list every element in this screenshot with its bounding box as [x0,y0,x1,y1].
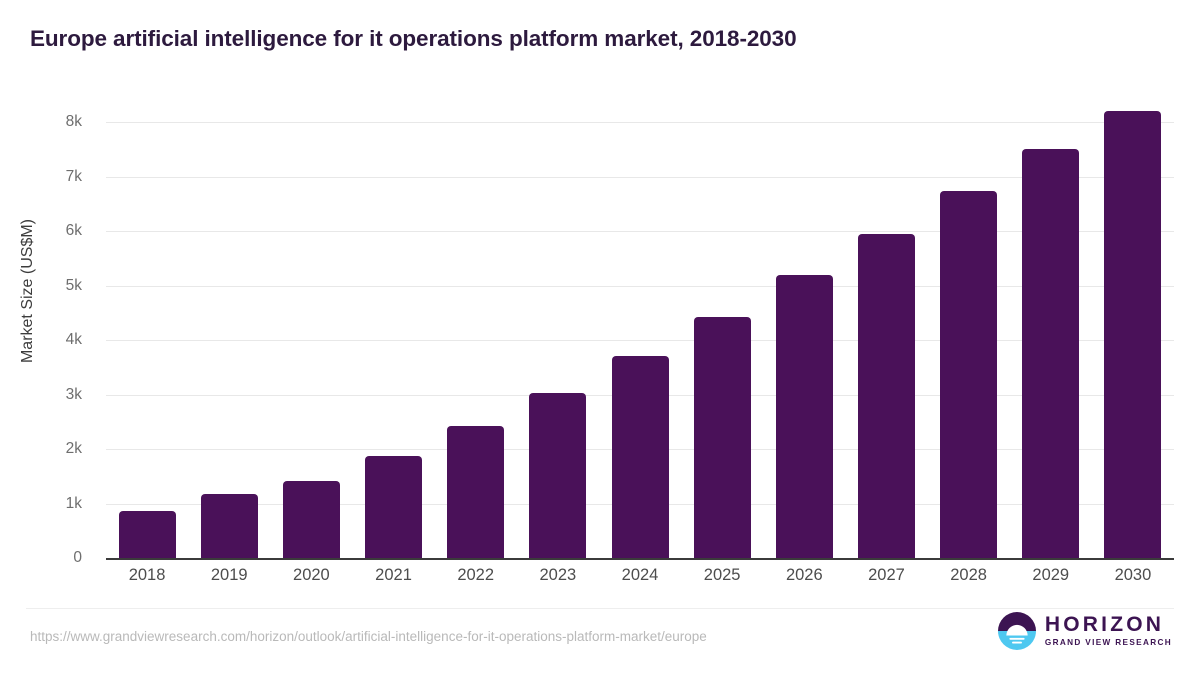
x-axis-tick-2027: 2027 [868,566,905,584]
x-axis-tick-2021: 2021 [375,566,412,584]
bar-2025[interactable] [693,317,751,558]
bar-2019[interactable] [200,493,258,558]
bar-2022[interactable] [447,426,505,558]
y-axis-tick: 0 [73,549,82,566]
logo-wordmark: HORIZON [1044,613,1165,637]
y-axis-tick: 2k [65,440,82,457]
bar-2026[interactable] [775,275,833,558]
y-axis-tick-labels: 0 1k 2k 3k 4k 5k 6k 7k 8k [0,113,96,566]
x-axis-tick-labels: 2018 2019 2020 2021 2022 2023 2024 2025 2026 2027… [106,566,1174,596]
bar-2028[interactable] [940,191,998,558]
x-axis-tick-2029: 2029 [1032,566,1070,584]
y-axis-tick: 6k [65,222,82,239]
gridline [106,231,1174,232]
bar-2020[interactable] [282,480,340,558]
x-axis-tick-2025: 2025 [703,566,741,584]
gridline [106,340,1174,341]
x-axis-tick-2018: 2018 [128,566,166,584]
x-axis-tick-2028: 2028 [950,566,987,584]
horizon-logo-text: HORIZON GRAND VIEW RESEARCH [1045,614,1172,647]
gridline [106,122,1174,123]
bar-2029[interactable] [1022,149,1080,558]
x-axis-tick-2030: 2030 [1114,566,1152,584]
bar-series [106,111,1174,558]
gridline [106,176,1174,178]
bar-2024[interactable] [611,356,669,558]
logo-tagline: GRAND VIEW RESEARCH [1044,638,1172,648]
x-axis-line [106,558,1174,560]
y-axis-tick: 1k [65,494,82,512]
y-axis-tick: 4k [65,331,82,348]
x-axis-tick-2023: 2023 [539,566,577,584]
x-axis-tick-2024: 2024 [621,566,659,584]
source-url[interactable]: https://www.grandviewresearch.com/horizo… [30,629,707,644]
y-axis-tick: 3k [65,385,82,403]
bar-2030[interactable] [1104,111,1162,558]
bar-2023[interactable] [529,393,587,558]
bar-2021[interactable] [365,455,423,558]
y-axis-tick: 5k [65,276,82,294]
x-axis-tick-2026: 2026 [785,566,823,584]
x-axis-tick-2020: 2020 [293,566,330,584]
gridline [106,285,1174,287]
x-axis-tick-2019: 2019 [210,566,248,584]
bar-2027[interactable] [857,233,915,558]
bar-2018[interactable] [118,511,176,558]
footer-divider [26,608,1174,609]
horizon-logo: HORIZON GRAND VIEW RESEARCH [997,612,1172,650]
y-axis-tick: 7k [65,167,82,185]
horizon-logo-icon [997,612,1036,650]
page-title: Europe artificial intelligence for it op… [30,26,797,51]
y-axis-tick: 8k [65,113,82,130]
x-axis-tick-2022: 2022 [457,566,495,584]
